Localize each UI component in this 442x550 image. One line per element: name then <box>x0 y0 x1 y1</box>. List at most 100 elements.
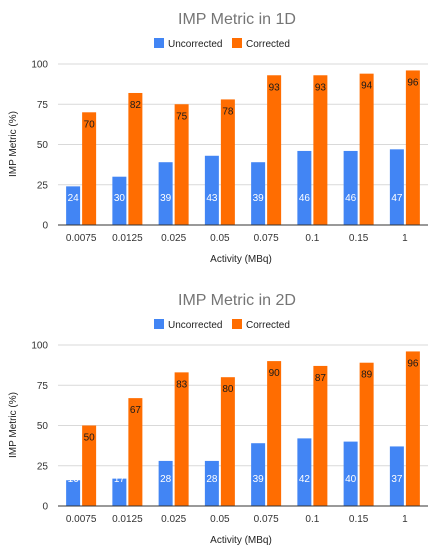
data-label-uncorrected: 39 <box>253 474 265 485</box>
x-tick-label: 0.0125 <box>112 514 143 525</box>
bar-uncorrected <box>251 162 266 225</box>
bar-uncorrected <box>204 155 219 225</box>
y-tick-label: 100 <box>31 341 48 352</box>
y-tick-label: 50 <box>37 140 49 151</box>
y-tick-label: 75 <box>37 100 49 111</box>
data-label-corrected: 83 <box>176 379 188 390</box>
x-tick-label: 0.15 <box>349 514 369 525</box>
bar-uncorrected <box>204 460 219 506</box>
chart-1d-plot: 0 25 50 75 100 0.0075 24 70 0.0125 30 82 0.025 39 75 0… <box>31 60 428 244</box>
data-label-corrected: 89 <box>361 370 373 381</box>
legend-uncorrected-label: Uncorrected <box>168 320 222 331</box>
bar-corrected <box>267 361 282 506</box>
bar-corrected <box>313 365 328 506</box>
data-label-uncorrected: 40 <box>345 474 357 485</box>
y-tick-label: 0 <box>42 502 48 513</box>
bar-uncorrected <box>158 460 173 506</box>
x-tick-label: 0.15 <box>349 233 369 244</box>
legend-corrected-label: Corrected <box>246 320 290 331</box>
chart-1d-title: IMP Metric in 1D <box>178 11 296 28</box>
bar-uncorrected <box>297 150 312 225</box>
chart-1d-x-axis-label: Activity (MBq) <box>210 254 272 265</box>
bar-uncorrected <box>389 446 404 506</box>
data-label-corrected: 87 <box>315 373 327 384</box>
bar-uncorrected <box>297 438 312 506</box>
legend-uncorrected-swatch <box>154 319 164 329</box>
data-label-corrected: 70 <box>84 119 96 130</box>
y-tick-label: 50 <box>37 421 49 432</box>
chart-2d-title: IMP Metric in 2D <box>178 292 296 309</box>
y-tick-label: 75 <box>37 381 49 392</box>
x-tick-label: 0.025 <box>161 514 186 525</box>
data-label-corrected: 50 <box>84 433 96 444</box>
data-label-uncorrected: 28 <box>206 474 218 485</box>
data-label-corrected: 75 <box>176 111 188 122</box>
legend-corrected-swatch <box>232 319 242 329</box>
bar-corrected <box>128 398 143 506</box>
data-label-uncorrected: 42 <box>299 474 311 485</box>
data-label-uncorrected: 28 <box>160 474 172 485</box>
x-tick-label: 0.05 <box>210 514 230 525</box>
data-label-corrected: 80 <box>222 384 234 395</box>
x-tick-label: 0.075 <box>254 514 279 525</box>
y-tick-label: 100 <box>31 60 48 71</box>
data-label-uncorrected: 39 <box>160 193 172 204</box>
x-tick-label: 0.025 <box>161 233 186 244</box>
x-tick-label: 0.05 <box>210 233 230 244</box>
x-tick-label: 1 <box>402 514 408 525</box>
data-label-uncorrected: 16 <box>68 474 80 485</box>
bar-corrected <box>220 377 235 506</box>
y-tick-label: 0 <box>42 221 48 232</box>
bar-uncorrected <box>389 149 404 225</box>
x-tick-label: 1 <box>402 233 408 244</box>
x-tick-label: 0.0125 <box>112 233 143 244</box>
chart-2d-x-axis-label: Activity (MBq) <box>210 535 272 546</box>
data-label-corrected: 90 <box>269 368 281 379</box>
legend-corrected-label: Corrected <box>246 39 290 50</box>
chart-1d-y-axis-label: IMP Metric (%) <box>8 111 19 177</box>
legend-uncorrected-label: Uncorrected <box>168 39 222 50</box>
bar-uncorrected <box>66 480 81 506</box>
bar-corrected <box>359 73 374 225</box>
data-label-corrected: 96 <box>407 358 419 369</box>
bar-corrected <box>82 425 97 506</box>
data-label-uncorrected: 43 <box>206 193 218 204</box>
data-label-corrected: 67 <box>130 405 142 416</box>
chart-2d-legend: Uncorrected Corrected <box>154 319 290 331</box>
data-label-uncorrected: 24 <box>68 193 80 204</box>
data-label-uncorrected: 39 <box>253 193 265 204</box>
data-label-uncorrected: 47 <box>391 193 403 204</box>
legend-uncorrected-swatch <box>154 38 164 48</box>
data-label-corrected: 82 <box>130 100 142 111</box>
data-label-corrected: 94 <box>361 81 373 92</box>
x-tick-label: 0.0075 <box>66 514 97 525</box>
bar-uncorrected <box>251 443 266 506</box>
data-label-uncorrected: 37 <box>391 474 403 485</box>
data-label-corrected: 96 <box>407 77 419 88</box>
bar-corrected <box>313 75 328 226</box>
y-tick-label: 25 <box>37 461 49 472</box>
bar-uncorrected <box>343 150 358 225</box>
bar-uncorrected <box>112 176 127 225</box>
y-tick-label: 25 <box>37 180 49 191</box>
chart-2d-plot: 0 25 50 75 100 0.0075 16 50 0.0125 17 67 0.025 28 83 0… <box>31 341 428 525</box>
bar-corrected <box>267 75 282 226</box>
data-label-uncorrected: 17 <box>114 474 126 485</box>
data-label-uncorrected: 46 <box>299 193 311 204</box>
chart-2d: IMP Metric in 2D Uncorrected Corrected I… <box>8 292 428 546</box>
bar-uncorrected <box>112 478 127 506</box>
chart-2d-y-axis-label: IMP Metric (%) <box>8 392 19 458</box>
bar-corrected <box>405 351 420 506</box>
data-label-uncorrected: 30 <box>114 193 126 204</box>
bar-uncorrected <box>158 162 173 225</box>
bar-corrected <box>174 372 189 506</box>
bar-uncorrected <box>66 186 81 225</box>
bar-corrected <box>405 70 420 225</box>
data-label-corrected: 93 <box>269 82 281 93</box>
legend-corrected-swatch <box>232 38 242 48</box>
x-tick-label: 0.0075 <box>66 233 97 244</box>
bar-corrected <box>359 362 374 506</box>
bar-corrected <box>128 92 143 225</box>
bar-corrected <box>220 99 235 225</box>
